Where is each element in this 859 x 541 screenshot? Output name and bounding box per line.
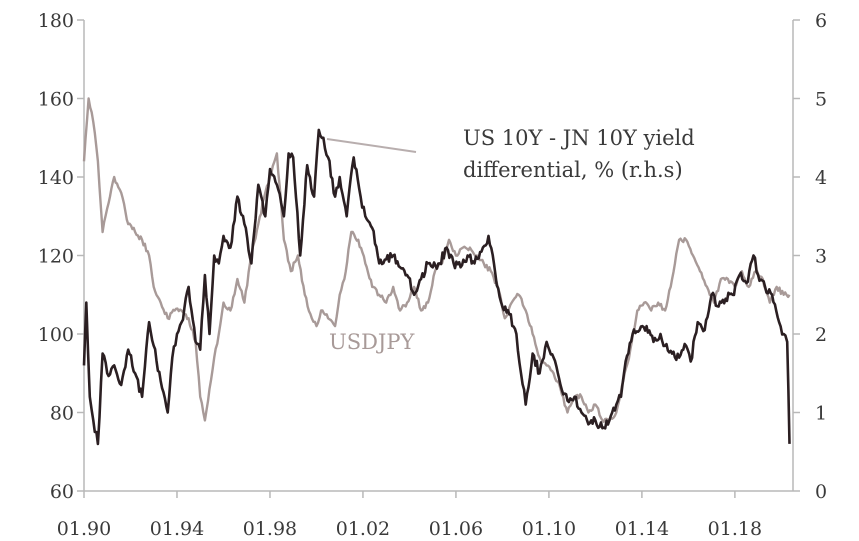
usdjpy-series-line bbox=[82, 128, 791, 446]
usdjpy-annotation: USDJPY bbox=[329, 330, 415, 354]
right-tick-label: 6 bbox=[815, 10, 827, 32]
left-tick-label: 100 bbox=[38, 324, 74, 346]
right-tick-label: 5 bbox=[815, 89, 827, 111]
differential-annotation-line2: differential, % (r.h.s) bbox=[463, 158, 683, 182]
left-tick-label: 80 bbox=[50, 403, 74, 425]
axes bbox=[77, 19, 800, 498]
x-tick-label: 01.94 bbox=[150, 518, 204, 540]
annotation-leader-line bbox=[326, 138, 417, 153]
x-tick-label: 01.18 bbox=[708, 518, 762, 540]
x-tick-label: 01.02 bbox=[336, 518, 390, 540]
right-tick-label: 2 bbox=[815, 324, 827, 346]
right-tick-label: 3 bbox=[815, 246, 827, 268]
x-tick-label: 01.06 bbox=[429, 518, 483, 540]
x-tick-label: 01.14 bbox=[615, 518, 669, 540]
differential-annotation-line1: US 10Y - JN 10Y yield bbox=[463, 126, 695, 150]
annotations: US 10Y - JN 10Y yield differential, % (r… bbox=[326, 126, 695, 354]
left-tick-label: 180 bbox=[38, 10, 74, 32]
x-tick-label: 01.10 bbox=[522, 518, 576, 540]
series-lines bbox=[82, 97, 791, 446]
right-tick-label: 1 bbox=[815, 403, 827, 425]
right-tick-label: 4 bbox=[815, 167, 827, 189]
right-tick-label: 0 bbox=[815, 481, 827, 503]
tick-labels: 60 80 100 120 140 160 180 0 1 2 3 4 5 6 01.90 01.94 01.9… bbox=[38, 10, 827, 540]
left-tick-label: 160 bbox=[38, 89, 74, 111]
left-tick-label: 120 bbox=[38, 246, 74, 268]
left-tick-label: 140 bbox=[38, 167, 74, 189]
left-tick-label: 60 bbox=[50, 481, 74, 503]
x-tick-label: 01.90 bbox=[57, 518, 111, 540]
x-tick-label: 01.98 bbox=[243, 518, 297, 540]
